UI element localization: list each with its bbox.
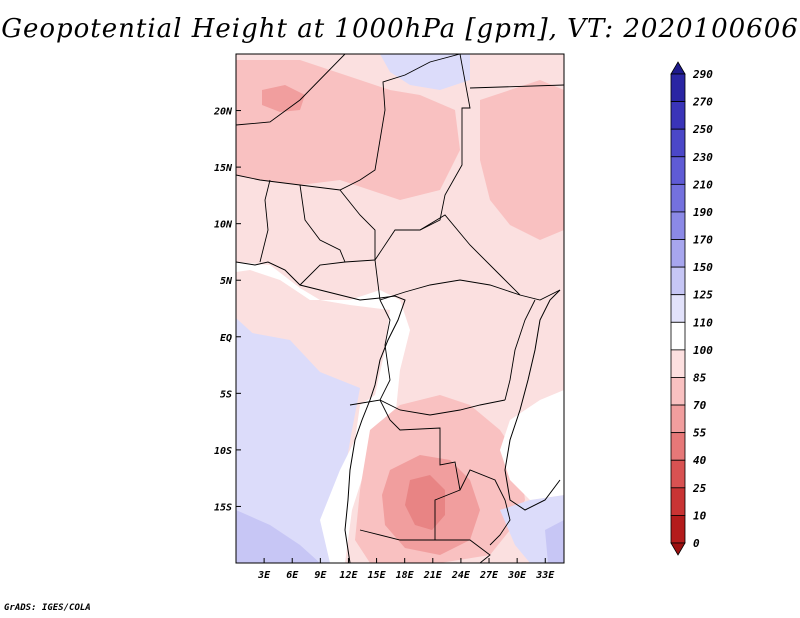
lon-tick-label: 12E — [339, 570, 358, 581]
colorbar-bottom-arrow — [670, 542, 686, 556]
colorbar-label: 270 — [692, 96, 713, 109]
colorbar-label: 150 — [693, 261, 713, 274]
colorbar-label: 190 — [693, 206, 713, 219]
lon-tick-label: 33E — [535, 570, 555, 581]
colorbar-segment — [670, 432, 686, 461]
lon-tick-label: 6E — [286, 570, 299, 581]
colorbar: 2902702502302101901701501251101008570554… — [670, 61, 713, 556]
colorbar-label: 100 — [693, 344, 713, 357]
lon-tick-label: 27E — [479, 570, 499, 581]
lon-tick-label: 24E — [451, 570, 471, 581]
colorbar-label: 55 — [693, 427, 707, 440]
colorbar-segment — [670, 73, 686, 102]
lat-tick-label: 5S — [220, 389, 232, 400]
coastlines — [236, 261, 561, 563]
colorbar-label: 70 — [693, 399, 707, 412]
colorbar-segment — [670, 211, 686, 240]
height-field-ocean-west — [236, 318, 318, 405]
colorbar-label: 170 — [693, 234, 713, 247]
colorbar-segment — [670, 404, 686, 434]
colorbar-segment — [670, 515, 686, 544]
lat-tick-label: 10S — [214, 446, 232, 457]
height-field-north-blue — [380, 54, 470, 90]
lon-tick-label: 15E — [368, 570, 387, 581]
lon-tick-label: 18E — [396, 570, 415, 581]
colorbar-segment — [670, 156, 686, 185]
lat-tick-label: 15N — [214, 163, 233, 174]
colorbar-segment — [670, 294, 686, 323]
chart-title: Geopotential Height at 1000hPa [gpm], VT… — [1, 14, 799, 44]
lat-tick-label: 5N — [220, 276, 233, 287]
country-borders — [236, 54, 564, 563]
colorbar-top-arrow — [670, 61, 686, 75]
height-field-east-pink — [480, 80, 564, 240]
colorbar-label: 40 — [693, 454, 707, 467]
lon-tick-label: 21E — [423, 570, 443, 581]
colorbar-label: 10 — [693, 509, 707, 522]
colorbar-segment — [670, 349, 686, 378]
colorbar-segment — [670, 377, 686, 406]
lon-tick-label: 30E — [507, 570, 527, 581]
colorbar-label: 230 — [692, 151, 713, 164]
map-panel — [236, 54, 564, 563]
height-field-atlantic-deep — [236, 510, 320, 563]
height-field-coastal-white — [236, 262, 410, 563]
latitude-axis: 20N 15N 10N 5N EQ 5S 10S 15S — [213, 107, 241, 513]
colorbar-label: 0 — [693, 537, 700, 550]
lat-tick-label: 15S — [214, 502, 232, 513]
colorbar-label: 25 — [692, 482, 707, 495]
colorbar-label: 125 — [693, 289, 713, 302]
height-field-east-white — [500, 390, 564, 500]
lon-tick-label: 3E — [257, 570, 271, 581]
footer-credit: GrADS: IGES/COLA — [4, 603, 91, 613]
colorbar-label: 85 — [693, 371, 707, 384]
colorbar-segment — [670, 128, 686, 158]
colorbar-segment — [670, 239, 686, 268]
longitude-axis: 3E 6E 9E 12E 15E 18E 21E 24E 27E 30E 33E — [257, 558, 555, 581]
height-field-sahara-high — [262, 85, 305, 112]
colorbar-segment — [670, 487, 686, 516]
colorbar-segment — [670, 321, 686, 351]
colorbar-label: 110 — [693, 316, 713, 329]
colorbar-segment — [670, 459, 686, 489]
lat-tick-label: 10N — [214, 220, 233, 231]
colorbar-label: 210 — [692, 178, 713, 191]
colorbar-label: 290 — [692, 68, 713, 81]
colorbar-segment — [670, 266, 686, 296]
map-frame — [235, 53, 565, 564]
height-field-southeast-deep — [545, 520, 564, 563]
lat-tick-label: EQ — [220, 333, 232, 344]
lon-tick-label: 9E — [314, 570, 327, 581]
colorbar-label: 250 — [692, 123, 713, 136]
colorbar-segment — [670, 101, 686, 130]
lat-tick-label: 20N — [213, 107, 233, 118]
colorbar-segment — [670, 183, 686, 213]
